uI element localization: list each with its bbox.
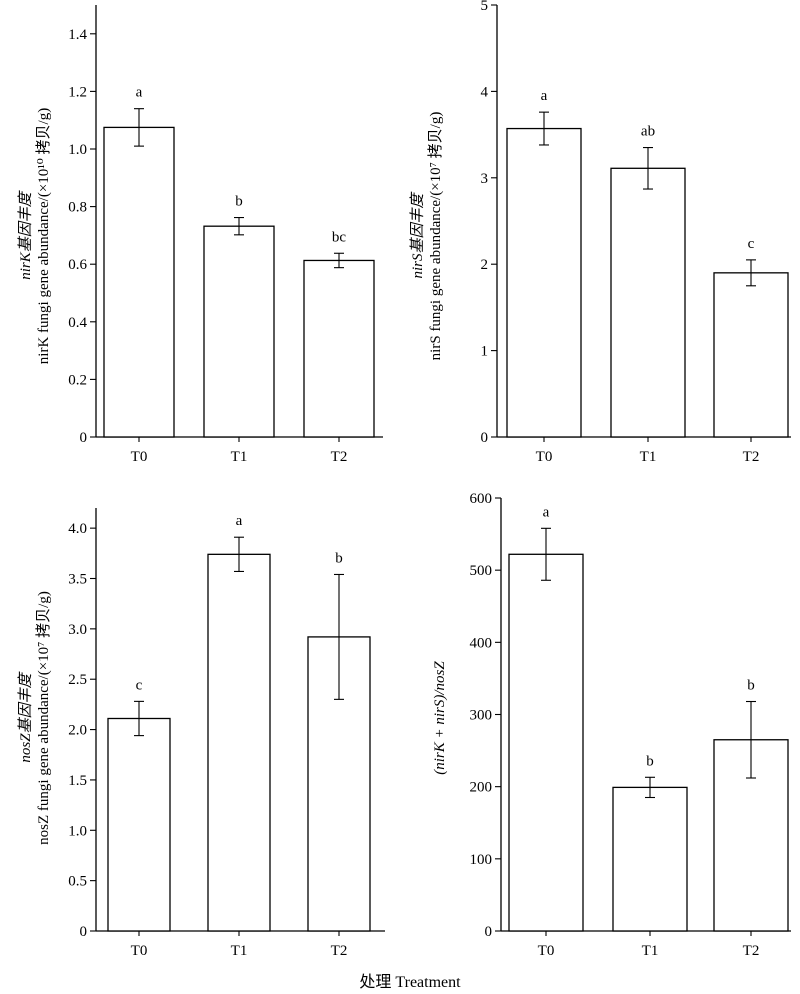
y-tick-label: 3.0 [68,622,87,638]
y-tick-label: 200 [470,780,493,796]
chart-panel-nirk: 0 0.2 0.4 0.6 0.8 1.0 1.2 1.4 a T0 b T1 bc T2 [68,5,383,465]
bar [103,126,175,438]
y-tick-label: 2.0 [68,723,87,739]
significance-label: b [335,550,343,566]
y-tick-label: 0.4 [68,315,87,331]
x-tick-label: T1 [642,943,659,959]
significance-label: a [541,88,548,104]
y-tick-label: 2 [481,257,489,273]
y-tick-label: 1.0 [68,823,87,839]
x-axis-title: 处理 Treatment [359,973,461,991]
significance-label: a [136,85,143,101]
bar [307,636,371,932]
chart-panel-nosz: 0 0.5 1.0 1.5 2.0 2.5 3.0 3.5 4.0 c T0 a T1 b T2 [68,508,385,959]
y-tick-label: 5 [481,0,489,14]
y-tick-label: 3 [481,171,489,187]
panel-ylabel-nirs: nirS基因丰度 nirS fungi gene abundance/(×10⁷… [409,112,444,361]
y-tick-label: 1.0 [68,142,87,158]
y-tick-label: 600 [470,491,493,507]
significance-label: ab [641,124,655,140]
bar [612,786,688,932]
x-tick-label: T2 [331,943,348,959]
y-tick-label: 400 [470,635,493,651]
y-tick-label: 1.5 [68,773,87,789]
y-tick-label: 0 [481,430,489,446]
y-tick-label: 3.5 [68,572,87,588]
x-tick-label: T0 [131,943,148,959]
panel-ylabel-nirk: nirK基因丰度 nirK fungi gene abundance/(×10¹… [17,108,52,364]
ylabel-cn: nirK基因丰度 [17,190,34,280]
x-tick-label: T2 [743,449,760,465]
y-tick-label: 1.2 [68,84,87,100]
panel-ylabel-nosz: nosZ基因丰度 nosZ fungi gene abundance/(×10⁷… [17,591,52,845]
ylabel-cn: nosZ基因丰度 [17,671,34,762]
significance-label: c [136,677,143,693]
x-tick-label: T1 [231,943,248,959]
ylabel-en: nirS fungi gene abundance/(×10⁷ 拷贝/g) [427,112,444,361]
significance-label: c [748,236,755,252]
x-tick-label: T2 [743,943,760,959]
bar [203,225,275,438]
significance-label: a [543,504,550,520]
significance-label: b [747,678,755,694]
significance-label: b [646,753,654,769]
bar [506,127,582,438]
bar [303,259,375,438]
y-tick-label: 2.5 [68,672,87,688]
ylabel-en: nirK fungi gene abundance/(×10¹⁰ 拷贝/g) [35,108,52,364]
y-tick-label: 0.2 [68,372,87,388]
bar [107,717,171,932]
chart-panel-nirs: 0 1 2 3 4 5 a T0 ab T1 c T2 [481,0,791,465]
significance-label: bc [332,229,347,245]
y-tick-label: 0.5 [68,874,87,890]
y-tick-label: 300 [470,708,493,724]
bar [508,553,584,932]
ylabel-en: (nirK + nirS)/nosZ [432,661,448,775]
y-tick-label: 4.0 [68,521,87,537]
y-tick-label: 4 [481,84,489,100]
x-tick-label: T0 [538,943,555,959]
significance-label: b [235,194,243,210]
ylabel-cn: nirS基因丰度 [409,192,426,279]
y-tick-label: 0 [80,924,88,940]
bar [610,167,686,438]
chart-panel-ratio: 0 100 200 300 400 500 600 a T0 b T1 b T2 [470,491,791,959]
bar [713,272,789,438]
y-tick-label: 1.4 [68,27,87,43]
x-tick-label: T0 [536,449,553,465]
x-tick-label: T2 [331,449,348,465]
y-tick-label: 100 [470,852,493,868]
x-tick-label: T1 [231,449,248,465]
y-tick-label: 1 [481,344,489,360]
significance-label: a [236,513,243,529]
y-tick-label: 500 [470,563,493,579]
y-tick-label: 0 [80,430,88,446]
bar [207,553,271,932]
panel-ylabel-ratio: (nirK + nirS)/nosZ [432,661,448,775]
x-tick-label: T1 [640,449,657,465]
ylabel-en: nosZ fungi gene abundance/(×10⁷ 拷贝/g) [35,591,52,845]
y-tick-label: 0.8 [68,200,87,216]
x-tick-label: T0 [131,449,148,465]
y-tick-label: 0.6 [68,257,87,273]
y-tick-label: 0 [485,924,493,940]
